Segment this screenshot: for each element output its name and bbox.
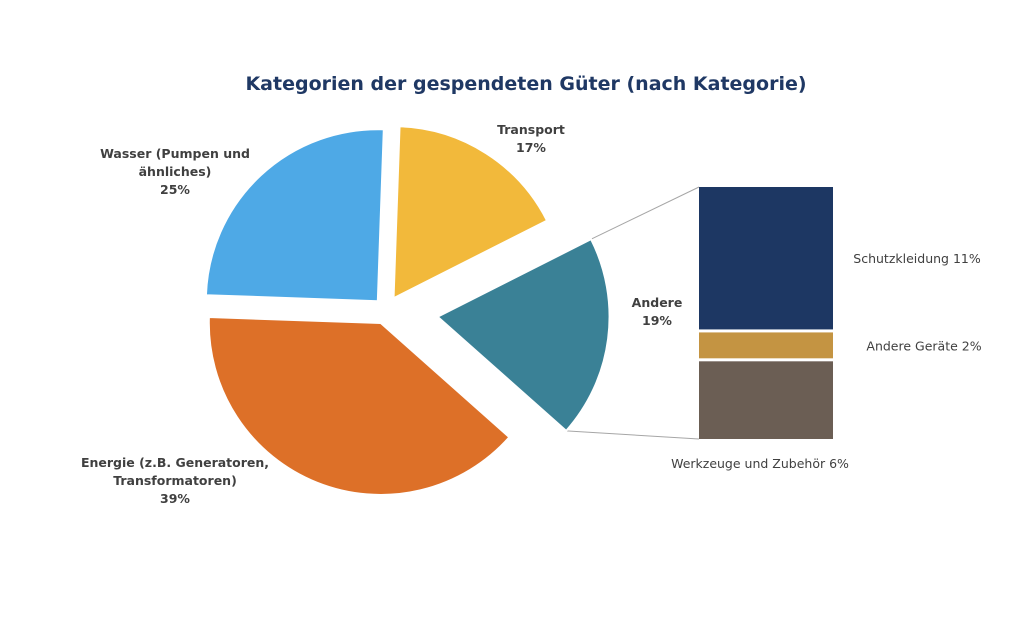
bar-segment-2: [699, 361, 833, 439]
pie-label-3: Wasser (Pumpen und ähnliches) 25%: [100, 146, 250, 197]
bar-label-1: Andere Geräte 2%: [866, 338, 981, 353]
pie-label-line: Transport: [497, 122, 565, 137]
connector-line-top: [590, 186, 700, 240]
connector-line-bottom: [566, 430, 700, 440]
bar-label-2: Werkzeuge und Zubehör 6%: [671, 456, 849, 471]
pie-label-line: Wasser (Pumpen und: [100, 146, 250, 161]
pie-label-1: Andere 19%: [632, 295, 683, 328]
pie-label-line: Andere: [632, 295, 683, 310]
pie-label-line: ähnliches): [139, 164, 212, 179]
pie-label-line: 25%: [160, 182, 190, 197]
pie-label-0: Transport 17%: [497, 122, 565, 155]
pie-slice-1: [435, 237, 611, 433]
pie-slice-2: [207, 315, 511, 496]
bar-segment-0: [699, 187, 833, 330]
pie-slice-0: [392, 125, 549, 300]
pie-label-line: 39%: [160, 491, 190, 506]
bar-label-0: Schutzkleidung 11%: [853, 251, 981, 266]
pie-label-line: Transformatoren): [113, 473, 237, 488]
bar-segment-1: [699, 332, 833, 359]
pie-label-line: 17%: [516, 140, 546, 155]
pie-label-line: Energie (z.B. Generatoren,: [81, 455, 269, 470]
pie-label-line: 19%: [642, 313, 672, 328]
chart-title: Kategorien der gespendeten Güter (nach K…: [245, 73, 806, 95]
pie-slice-3: [204, 128, 385, 303]
pie-label-2: Energie (z.B. Generatoren, Transformatore…: [81, 455, 269, 506]
